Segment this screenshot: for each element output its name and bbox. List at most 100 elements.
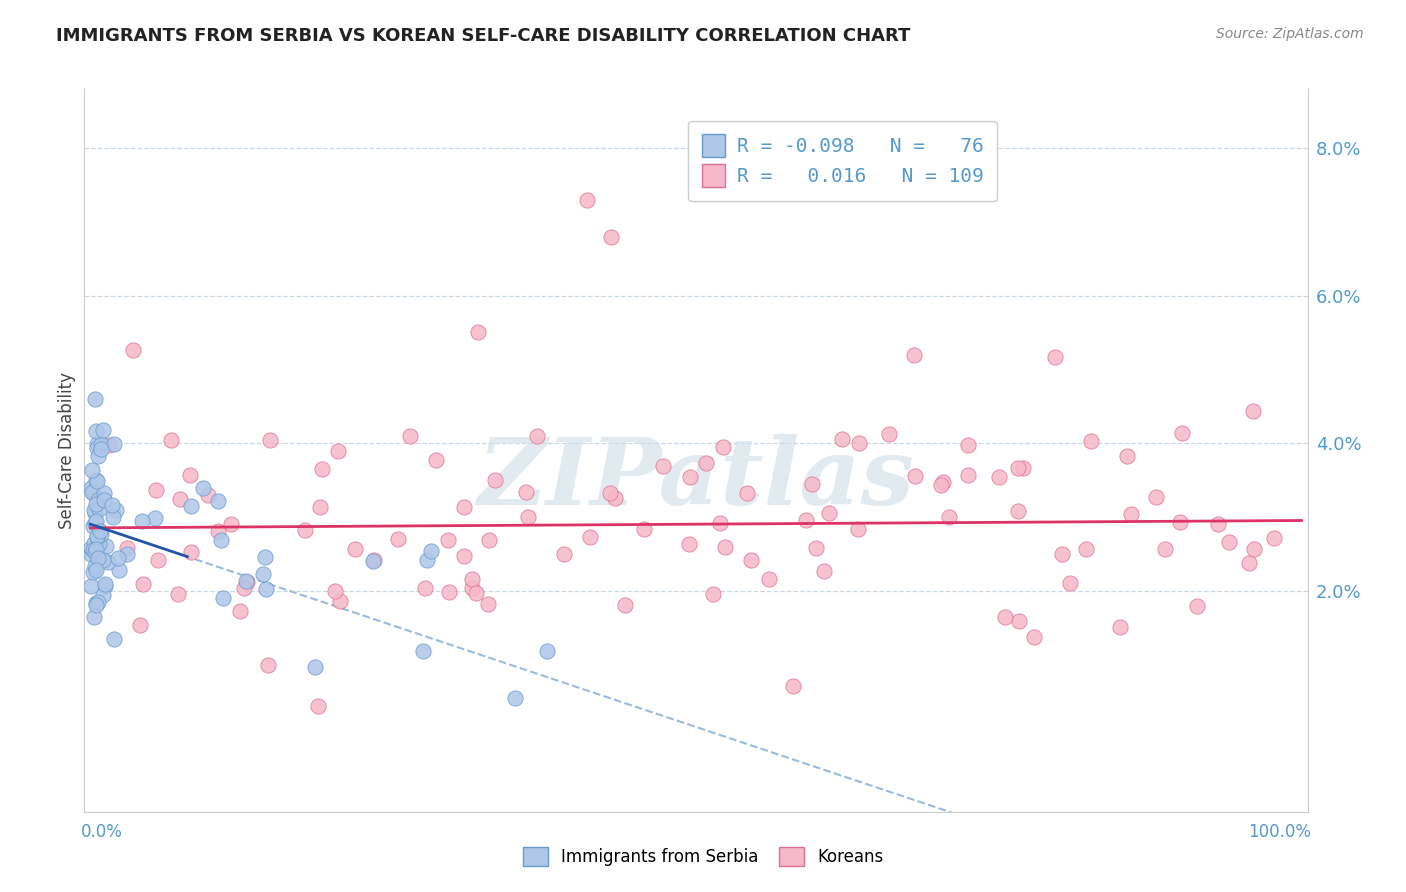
- Legend: R = -0.098   N =   76, R =   0.016   N = 109: R = -0.098 N = 76, R = 0.016 N = 109: [689, 120, 997, 201]
- Point: [553, 548, 575, 562]
- Point: [994, 610, 1017, 624]
- Point: [90, 442, 112, 456]
- Point: [1108, 620, 1130, 634]
- Point: [904, 468, 927, 483]
- Point: [679, 469, 702, 483]
- Point: [1206, 517, 1229, 532]
- Point: [398, 429, 420, 443]
- Point: [956, 438, 979, 452]
- Point: [229, 604, 252, 618]
- Point: [86, 530, 108, 544]
- Point: [82, 462, 104, 476]
- Point: [207, 524, 229, 539]
- Point: [846, 522, 869, 536]
- Point: [93, 492, 115, 507]
- Point: [361, 554, 384, 568]
- Point: [464, 586, 486, 600]
- Point: [813, 564, 835, 578]
- Point: [1185, 599, 1208, 613]
- Point: [578, 530, 600, 544]
- Point: [103, 437, 125, 451]
- Point: [83, 536, 105, 550]
- Point: [80, 481, 103, 495]
- Point: [89, 524, 111, 539]
- Point: [86, 424, 108, 438]
- Point: [143, 511, 166, 525]
- Point: [84, 542, 107, 557]
- Point: [145, 483, 167, 497]
- Point: [801, 477, 824, 491]
- Point: [86, 474, 108, 488]
- Point: [86, 529, 108, 543]
- Point: [94, 579, 117, 593]
- Point: [91, 553, 114, 567]
- Point: [831, 432, 853, 446]
- Point: [179, 467, 201, 482]
- Point: [98, 438, 121, 452]
- Point: [84, 506, 107, 520]
- Point: [211, 591, 233, 605]
- Point: [83, 545, 105, 559]
- Point: [146, 553, 169, 567]
- Point: [86, 441, 108, 455]
- Point: [1243, 541, 1265, 556]
- Point: [83, 503, 105, 517]
- Point: [1059, 576, 1081, 591]
- Point: [328, 594, 350, 608]
- Point: [84, 473, 107, 487]
- Point: [107, 551, 129, 566]
- Point: [79, 579, 101, 593]
- Point: [425, 453, 447, 467]
- Point: [86, 550, 108, 565]
- Point: [89, 537, 111, 551]
- Point: [87, 595, 110, 609]
- Point: [167, 587, 190, 601]
- Point: [957, 468, 980, 483]
- Point: [794, 513, 817, 527]
- Point: [988, 470, 1011, 484]
- Point: [709, 516, 731, 530]
- Point: [343, 542, 366, 557]
- Point: [323, 583, 346, 598]
- Point: [90, 526, 112, 541]
- Point: [363, 553, 385, 567]
- Point: [439, 585, 461, 599]
- Point: [575, 193, 598, 207]
- Point: [702, 587, 724, 601]
- Point: [678, 537, 700, 551]
- Point: [387, 532, 409, 546]
- Point: [453, 500, 475, 514]
- Point: [132, 577, 155, 591]
- Point: [235, 574, 257, 589]
- Point: [82, 542, 104, 557]
- Point: [84, 596, 107, 610]
- Point: [1043, 350, 1066, 364]
- Point: [91, 423, 114, 437]
- Point: [233, 581, 256, 595]
- Point: [652, 458, 675, 473]
- Point: [209, 533, 232, 547]
- Point: [714, 540, 737, 554]
- Point: [932, 475, 955, 489]
- Point: [600, 229, 623, 244]
- Point: [1237, 556, 1260, 570]
- Point: [453, 549, 475, 563]
- Point: [80, 547, 103, 561]
- Point: [304, 660, 326, 674]
- Point: [1080, 434, 1102, 448]
- Point: [257, 657, 280, 672]
- Point: [1007, 460, 1029, 475]
- Point: [633, 523, 655, 537]
- Point: [103, 509, 125, 524]
- Point: [307, 699, 329, 714]
- Point: [1119, 507, 1142, 521]
- Point: [83, 610, 105, 624]
- Point: [93, 486, 115, 500]
- Point: [191, 482, 214, 496]
- Point: [903, 348, 925, 362]
- Point: [515, 485, 537, 500]
- Point: [437, 533, 460, 548]
- Point: [412, 644, 434, 658]
- Point: [84, 497, 107, 511]
- Point: [517, 510, 540, 524]
